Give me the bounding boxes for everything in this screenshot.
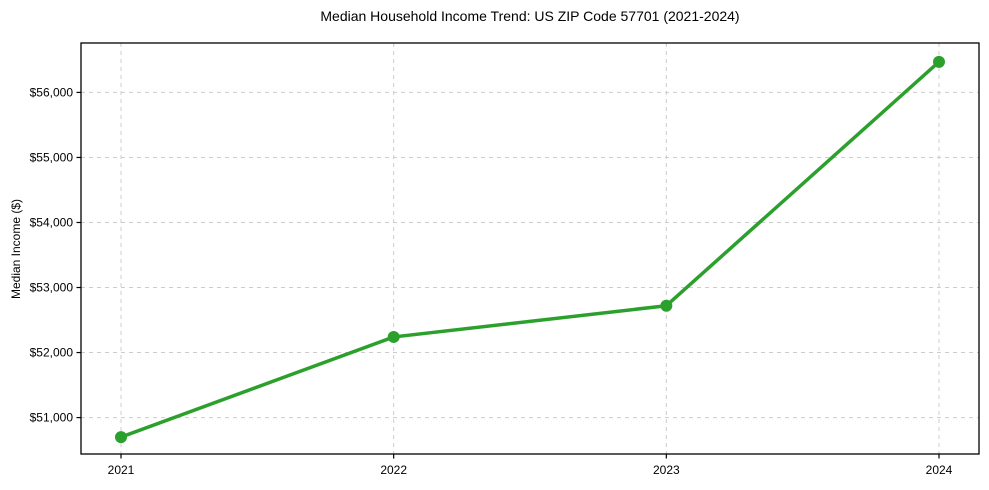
data-point-2021 (115, 431, 127, 444)
data-point-2023 (660, 299, 673, 312)
y-tick-label: $52,000 (30, 346, 74, 360)
y-tick-label: $54,000 (30, 215, 74, 229)
y-tick-label: $53,000 (30, 281, 74, 295)
data-point-2024 (933, 55, 945, 68)
data-point-2022 (387, 330, 400, 343)
y-tick-label: $55,000 (30, 150, 74, 164)
x-tick-label: 2023 (653, 463, 680, 477)
y-tick-label: $51,000 (30, 411, 74, 425)
x-tick-label: 2022 (380, 463, 407, 477)
x-tick-label: 2024 (926, 463, 953, 477)
y-tick-label: $56,000 (30, 85, 74, 99)
chart-title: Median Household Income Trend: US ZIP Co… (320, 8, 740, 24)
income-trend-line (119, 60, 941, 439)
x-tick-label: 2021 (108, 463, 135, 477)
plot-border (80, 42, 980, 455)
